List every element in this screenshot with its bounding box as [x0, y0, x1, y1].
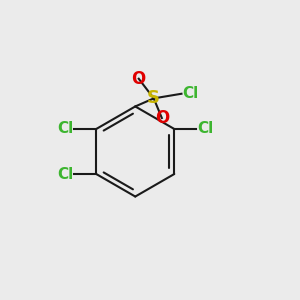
- Text: Cl: Cl: [183, 86, 199, 101]
- Text: Cl: Cl: [57, 122, 73, 136]
- Text: Cl: Cl: [197, 122, 214, 136]
- Text: O: O: [155, 109, 169, 127]
- Text: S: S: [147, 89, 160, 107]
- Text: O: O: [132, 70, 146, 88]
- Text: Cl: Cl: [57, 167, 73, 182]
